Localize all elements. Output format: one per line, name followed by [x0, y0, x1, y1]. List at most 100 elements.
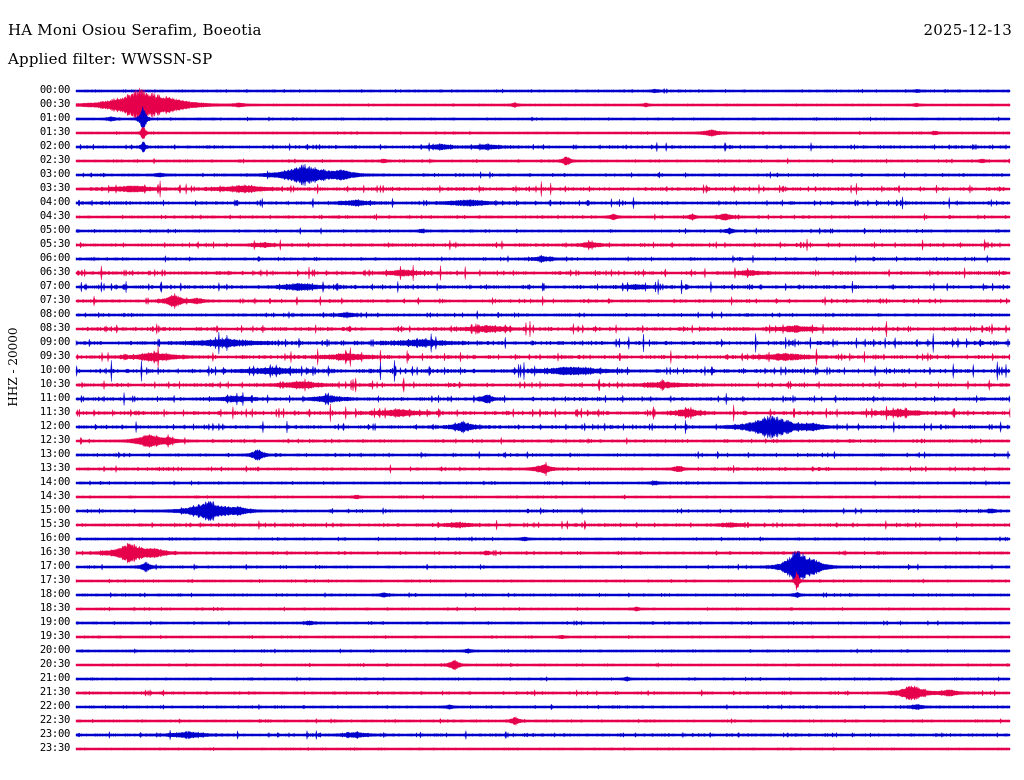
trace-row[interactable] — [75, 490, 1011, 504]
time-label: 09:00 — [39, 336, 70, 348]
trace-row[interactable] — [75, 550, 1011, 584]
trace-path — [75, 254, 1011, 264]
time-label: 05:00 — [39, 224, 70, 236]
trace-row[interactable] — [75, 415, 1011, 439]
time-label: 01:30 — [39, 126, 70, 138]
time-label: 16:00 — [39, 532, 70, 544]
trace-row[interactable] — [75, 360, 1011, 382]
trace-path — [75, 106, 1011, 132]
trace-row[interactable] — [75, 532, 1011, 546]
trace-row[interactable] — [75, 154, 1011, 168]
trace-row[interactable] — [75, 672, 1011, 686]
trace-row[interactable] — [75, 265, 1011, 281]
time-label: 08:30 — [39, 322, 70, 334]
time-label: 03:30 — [39, 182, 70, 194]
trace-row[interactable] — [75, 630, 1011, 644]
trace-row[interactable] — [75, 164, 1011, 186]
time-label: 02:30 — [39, 154, 70, 166]
trace-row[interactable] — [75, 448, 1011, 462]
trace-path — [75, 377, 1011, 393]
trace-row[interactable] — [75, 392, 1011, 406]
trace-row[interactable] — [75, 140, 1011, 154]
time-label: 06:00 — [39, 252, 70, 264]
time-label: 18:00 — [39, 588, 70, 600]
time-label: 22:00 — [39, 700, 70, 712]
trace-row[interactable] — [75, 461, 1011, 477]
trace-row[interactable] — [75, 476, 1011, 490]
time-label: 04:30 — [39, 210, 70, 222]
time-label: 03:00 — [39, 168, 70, 180]
time-label: 18:30 — [39, 602, 70, 614]
time-label: 19:00 — [39, 616, 70, 628]
trace-row[interactable] — [75, 588, 1011, 602]
time-label: 10:00 — [39, 364, 70, 376]
time-label: 02:00 — [39, 140, 70, 152]
trace-row[interactable] — [75, 542, 1011, 564]
trace-row[interactable] — [75, 404, 1011, 422]
trace-path — [75, 279, 1011, 295]
trace-row[interactable] — [75, 87, 1011, 123]
trace-path — [75, 164, 1011, 186]
trace-path — [75, 634, 1011, 640]
time-label: 13:30 — [39, 462, 70, 474]
time-label: 09:30 — [39, 350, 70, 362]
trace-row[interactable] — [75, 252, 1011, 266]
time-label: 15:00 — [39, 504, 70, 516]
trace-path — [75, 415, 1011, 439]
trace-row[interactable] — [75, 658, 1011, 672]
trace-row[interactable] — [75, 616, 1011, 630]
time-axis: 00:00 00:30 01:00 01:30 02:00 02:30 03:00 03:30… — [0, 84, 76, 774]
time-label: 10:30 — [39, 378, 70, 390]
trace-row[interactable] — [75, 571, 1011, 591]
trace-row[interactable] — [75, 331, 1011, 355]
time-label: 00:00 — [39, 84, 70, 96]
trace-path — [75, 571, 1011, 591]
trace-path — [75, 239, 1011, 251]
trace-row[interactable] — [75, 293, 1011, 309]
header: HA Moni Osiou Serafim, Boeotia 2025-12-1… — [0, 0, 1024, 80]
trace-row[interactable] — [75, 308, 1011, 322]
trace-row[interactable] — [75, 321, 1011, 337]
trace-row[interactable] — [75, 644, 1011, 658]
trace-row[interactable] — [75, 210, 1011, 224]
trace-container — [75, 84, 1011, 774]
trace-row[interactable] — [75, 126, 1011, 140]
trace-row[interactable] — [75, 346, 1011, 368]
trace-row[interactable] — [75, 714, 1011, 728]
trace-row[interactable] — [75, 279, 1011, 295]
trace-row[interactable] — [75, 700, 1011, 714]
trace-row[interactable] — [75, 518, 1011, 532]
trace-row[interactable] — [75, 238, 1011, 252]
trace-path — [75, 448, 1011, 462]
time-label: 21:00 — [39, 672, 70, 684]
trace-path — [75, 703, 1011, 711]
trace-row[interactable] — [75, 196, 1011, 210]
trace-row[interactable] — [75, 602, 1011, 616]
trace-path — [75, 293, 1011, 309]
trace-path — [75, 310, 1011, 320]
trace-row[interactable] — [75, 685, 1011, 701]
trace-path — [75, 716, 1011, 726]
time-label: 21:30 — [39, 686, 70, 698]
trace-row[interactable] — [75, 433, 1011, 449]
trace-path — [75, 265, 1011, 281]
time-label: 05:30 — [39, 238, 70, 250]
trace-row[interactable] — [75, 84, 1011, 98]
trace-path — [75, 321, 1011, 337]
trace-path — [75, 226, 1011, 236]
trace-path — [75, 542, 1011, 564]
trace-row[interactable] — [75, 728, 1011, 742]
trace-path — [75, 494, 1011, 500]
trace-path — [75, 550, 1011, 584]
trace-row[interactable] — [75, 180, 1011, 198]
trace-row[interactable] — [75, 106, 1011, 132]
trace-row[interactable] — [75, 224, 1011, 238]
trace-path — [75, 180, 1011, 198]
trace-path — [75, 126, 1011, 140]
record-date: 2025-12-13 — [923, 21, 1012, 39]
trace-row[interactable] — [75, 742, 1011, 756]
trace-row[interactable] — [75, 500, 1011, 522]
trace-path — [75, 392, 1011, 406]
time-label: 01:00 — [39, 112, 70, 124]
trace-row[interactable] — [75, 377, 1011, 393]
